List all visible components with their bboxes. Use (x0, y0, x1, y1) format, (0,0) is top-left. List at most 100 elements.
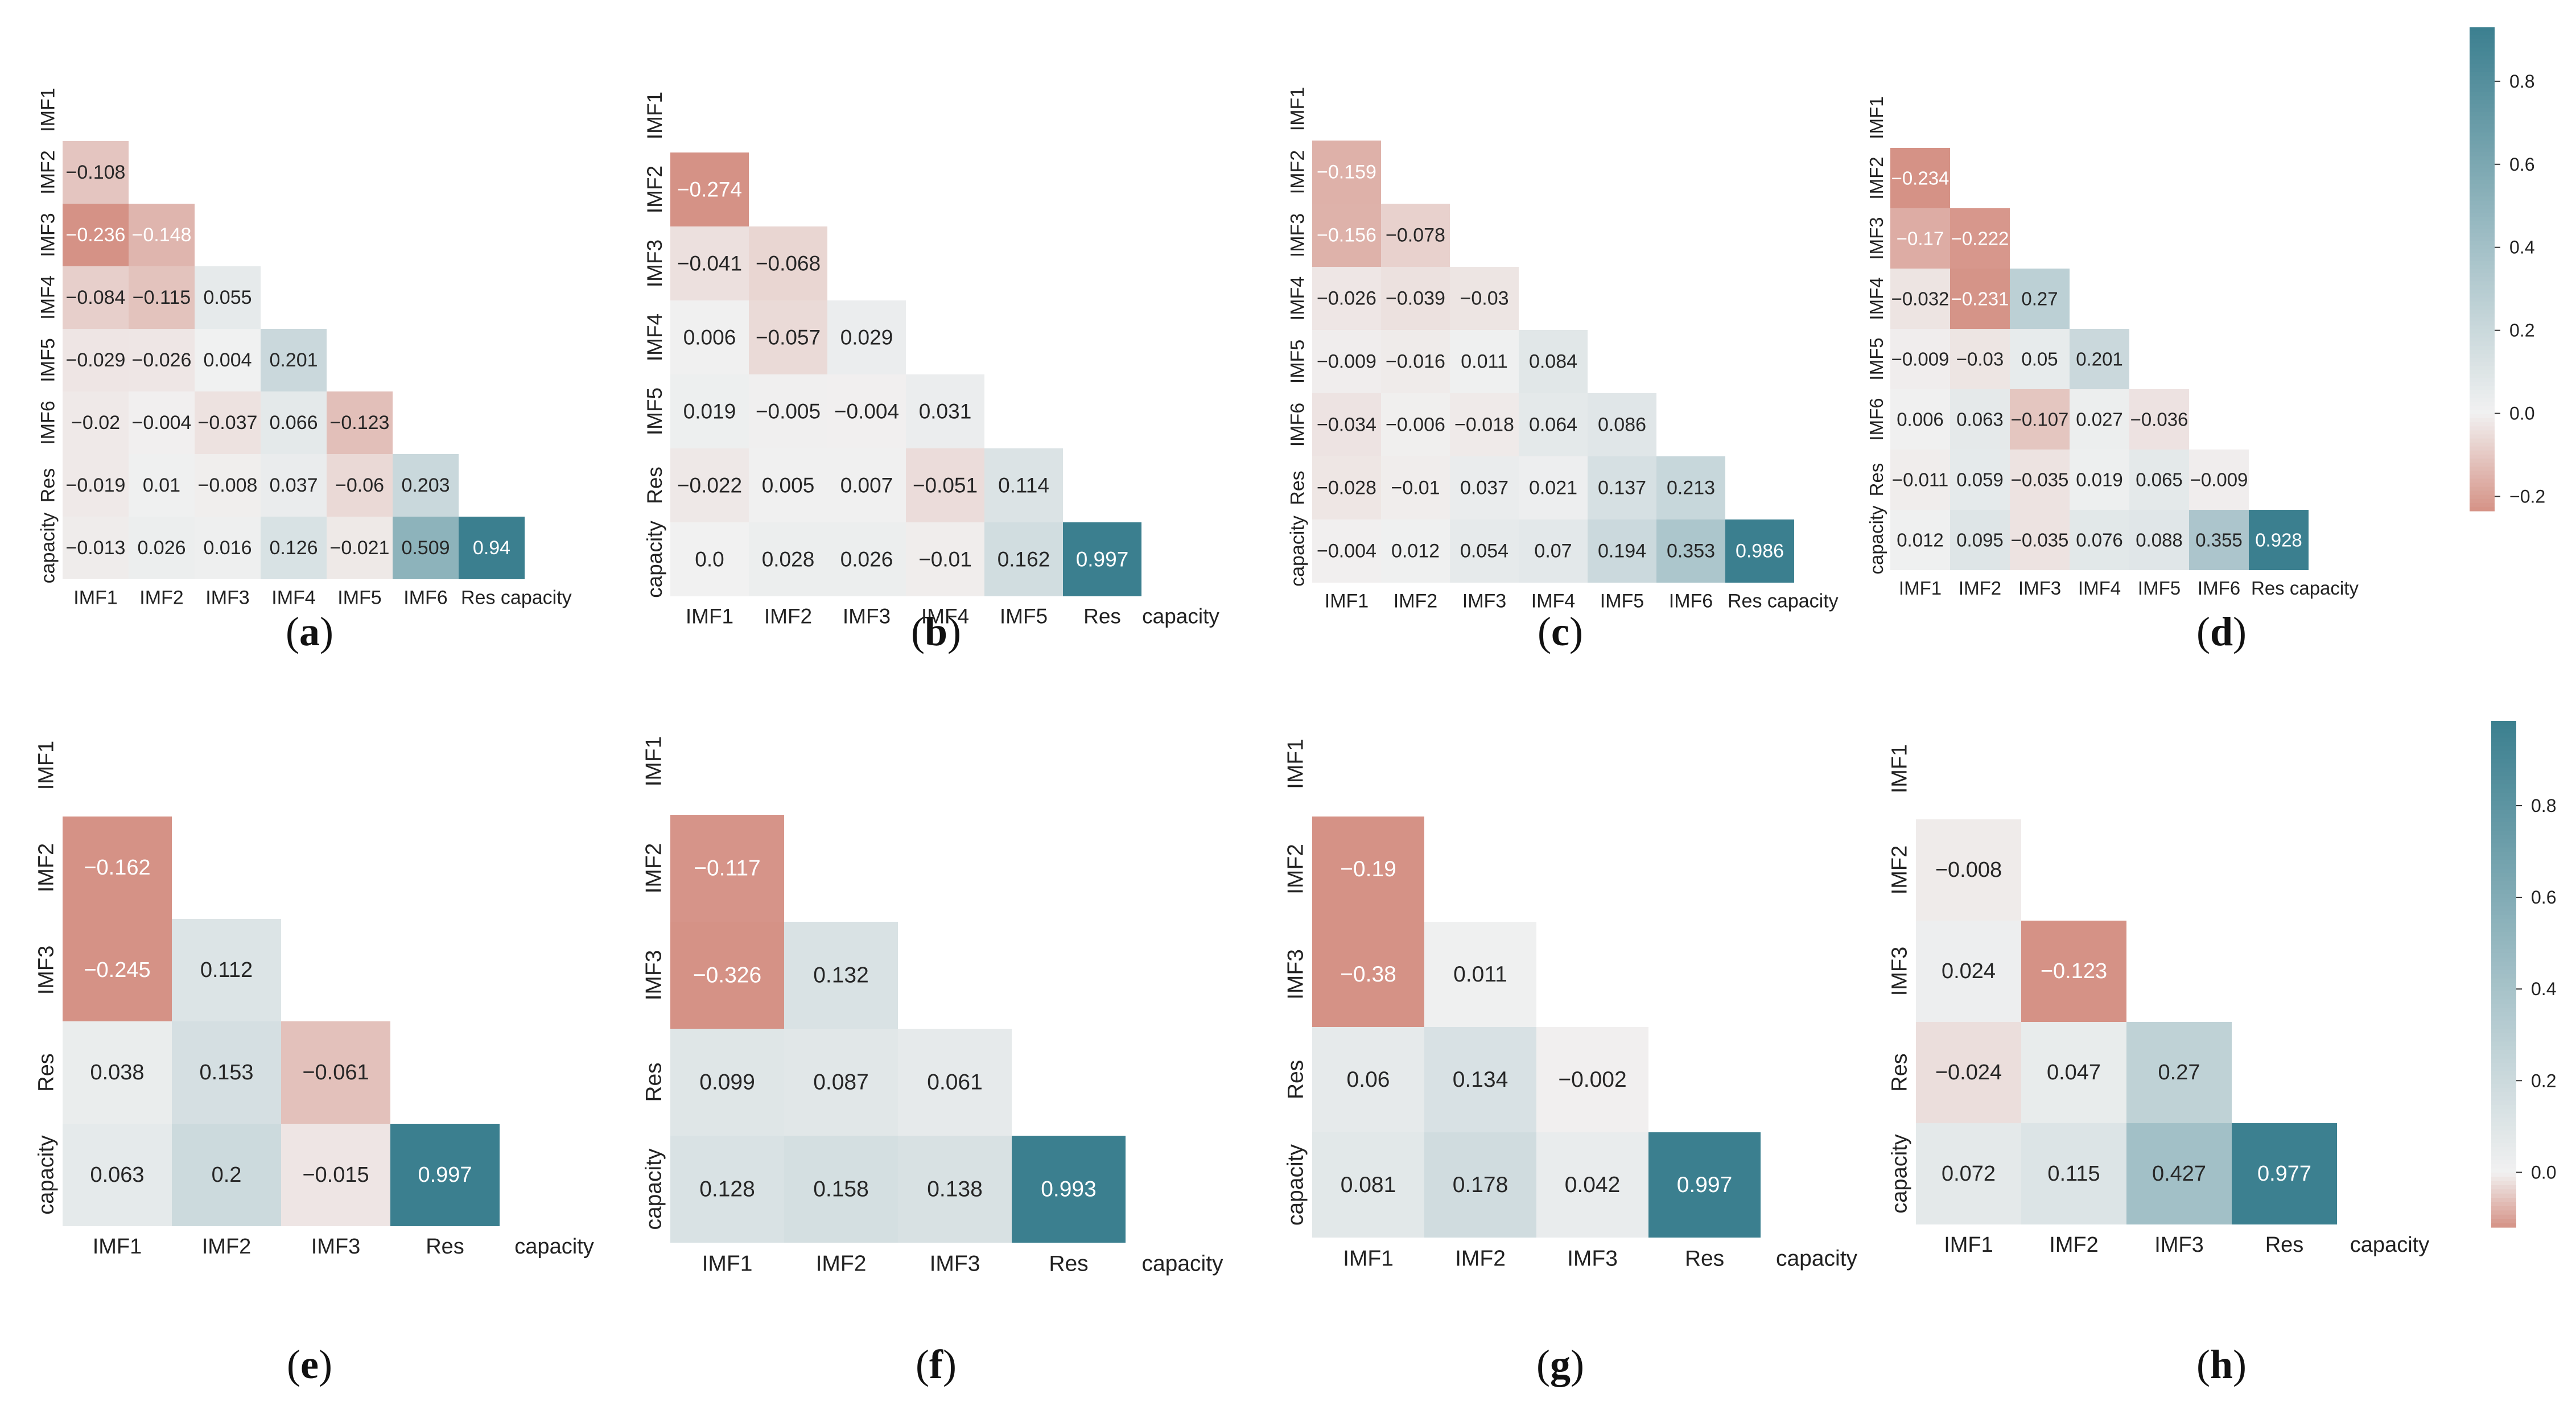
cell-value-label: −0.006 (1386, 414, 1445, 436)
colorbar-segment (2491, 1168, 2516, 1173)
heatmap-cell (1950, 269, 2010, 329)
heatmap-cell (1381, 267, 1450, 330)
cell-value-label: −0.026 (1317, 288, 1376, 310)
heatmap-cell (2070, 450, 2129, 510)
heatmap-cell (172, 919, 281, 1021)
y-tick-label: Res (641, 1062, 666, 1102)
colorbar-segment (2470, 237, 2495, 242)
colorbar-segment (2470, 132, 2495, 137)
cell-value-label: −0.17 (1897, 228, 1944, 249)
panel-label: (h) (2196, 1342, 2247, 1387)
cell-value-label: 0.07 (1534, 541, 1572, 562)
colorbar-segment (2491, 1037, 2516, 1042)
cell-value-label: −0.162 (84, 856, 150, 880)
heatmap-cell (1519, 456, 1588, 519)
heatmap-cell (670, 1029, 784, 1136)
colorbar-segment (2470, 313, 2495, 318)
cell-value-label: 0.021 (1529, 477, 1577, 499)
colorbar-segment (2470, 208, 2495, 213)
y-tick-label: capacity (35, 1135, 59, 1214)
y-tick-label: IMF3 (1287, 213, 1309, 257)
heatmap-panels: IMF1 IMF2 IMF3 IMF4 IMF5 IMF6 Res capacity −0.10… (35, 87, 2430, 1387)
colorbar-tick-label: 0.2 (2509, 320, 2534, 341)
heatmap-cell (1950, 208, 2010, 269)
heatmap-cell (1063, 522, 1141, 596)
colorbar-segment (2491, 931, 2516, 937)
cell-value-label: −0.037 (198, 412, 258, 434)
heatmap-cell (129, 391, 195, 454)
cell-value-label: 0.153 (199, 1061, 253, 1085)
heatmap-cell (63, 204, 129, 266)
colorbar-segment (2491, 1041, 2516, 1046)
x-tick-label: IMF3 (205, 587, 249, 608)
colorbar-segment (2491, 974, 2516, 979)
cell-value-label: −0.035 (2011, 469, 2069, 490)
colorbar-segment (2470, 361, 2495, 366)
colorbar-segment (2491, 776, 2516, 781)
heatmap-cell (1890, 450, 1950, 510)
colorbar-segment (2491, 772, 2516, 777)
cell-value-label: −0.018 (1454, 414, 1514, 436)
cell-value-label: 0.353 (1667, 541, 1715, 562)
colorbar-segment (2491, 1126, 2516, 1131)
heatmap-cell (749, 448, 827, 522)
colorbar-segment (2470, 233, 2495, 237)
heatmap-cell (2126, 1022, 2232, 1123)
x-tick-label: IMF4 (1531, 590, 1575, 612)
colorbar-segment (2491, 923, 2516, 929)
cell-value-label: 0.201 (2076, 349, 2123, 370)
cell-value-label: 0.355 (2195, 530, 2243, 551)
cell-value-label: 0.047 (2047, 1061, 2101, 1085)
colorbar-segment (2491, 763, 2516, 768)
colorbar-segment (2491, 843, 2516, 848)
colorbar-segment (2491, 1206, 2516, 1211)
heatmap-cell (459, 517, 525, 579)
colorbar-segment (2491, 1198, 2516, 1203)
y-tick-label: IMF2 (1888, 846, 1912, 895)
cell-value-label: 0.026 (840, 548, 893, 571)
heatmap-cell (2010, 450, 2070, 510)
heatmap-cell (195, 329, 261, 391)
colorbar-segment (2470, 301, 2495, 306)
heatmap-cell (1588, 393, 1656, 456)
colorbar-segment (2491, 1109, 2516, 1114)
heatmap-cell (784, 1136, 898, 1243)
heatmap-cell (1450, 330, 1519, 393)
colorbar-segment (2470, 317, 2495, 322)
heatmap-cell (1648, 1132, 1761, 1238)
panel-label-open: ( (1538, 609, 1551, 654)
colorbar-segment (2470, 297, 2495, 302)
heatmap-cell (1950, 329, 2010, 389)
heatmap-cell (1916, 1022, 2021, 1123)
cell-value-label: 0.427 (2152, 1162, 2206, 1186)
x-tick-label: IMF5 (1000, 605, 1048, 628)
colorbar-segment (2491, 910, 2516, 916)
heatmap-cell (195, 454, 261, 517)
heatmap-cell (898, 1136, 1012, 1243)
cell-value-label: −0.021 (330, 537, 390, 559)
heatmap-cell (1725, 519, 1794, 583)
colorbar-segment (2470, 345, 2495, 350)
y-tick-label: IMF1 (1866, 96, 1887, 139)
colorbar-segment (2470, 80, 2495, 84)
colorbar-segment (2470, 84, 2495, 88)
x-tick-label: IMF2 (202, 1235, 252, 1259)
x-tick-label: IMF6 (2198, 578, 2240, 599)
colorbar-segment (2470, 494, 2495, 500)
colorbar-segment (2491, 1104, 2516, 1110)
x-tick-label: IMF3 (930, 1252, 980, 1276)
cell-value-label: −0.041 (677, 252, 742, 275)
x-tick-label: IMF1 (1944, 1233, 1993, 1257)
cell-value-label: 0.084 (1529, 351, 1577, 373)
y-tick-label: Res (35, 1053, 59, 1092)
cell-value-label: −0.036 (2130, 409, 2188, 430)
heatmap-cell (2189, 450, 2249, 510)
cell-value-label: 0.095 (1956, 530, 2004, 551)
x-tick-label: Res (1685, 1247, 1724, 1271)
heatmap-panel-e: IMF1 IMF2 IMF3 Res capacity −0.162 −0.245 0.112… (35, 741, 594, 1387)
x-tick-label: IMF1 (73, 587, 117, 608)
panel-label-close: ) (319, 1342, 332, 1387)
x-tick-label: Res capacity (1728, 590, 1839, 612)
colorbar-segment (2470, 63, 2495, 68)
cell-value-label: −0.03 (1460, 288, 1508, 310)
